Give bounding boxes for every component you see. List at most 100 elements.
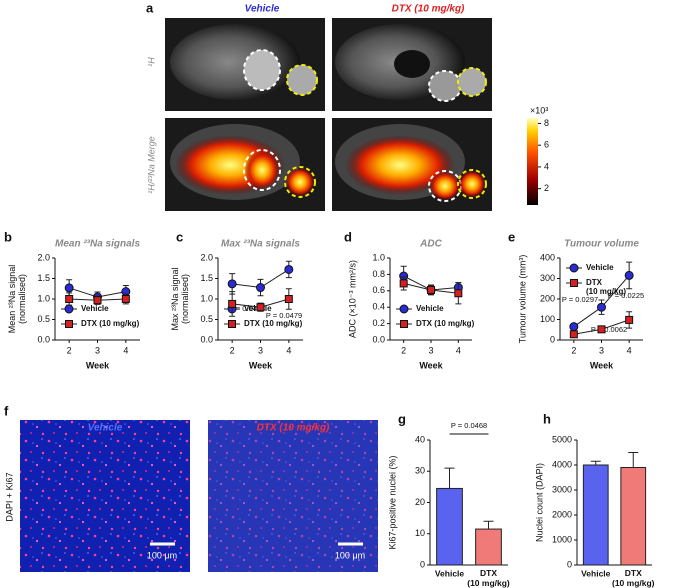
legend-label: Vehicle xyxy=(586,263,614,272)
data-point xyxy=(64,283,74,293)
legend-marker xyxy=(65,320,73,328)
y-tick-label: 200 xyxy=(540,293,555,303)
legend-label: Vehicle xyxy=(81,304,109,313)
chart-title: Tumour volume xyxy=(564,239,639,250)
y-tick-label: 40 xyxy=(415,434,425,444)
legend-marker xyxy=(64,304,74,314)
y-tick-label: 0 xyxy=(550,334,555,344)
image-title: Vehicle xyxy=(88,423,123,434)
y-tick-label: 2.0 xyxy=(200,252,213,262)
data-point xyxy=(625,315,634,324)
x-tick-label: 3 xyxy=(599,345,604,355)
chart-title: Mean ²³Na signals xyxy=(55,239,140,250)
y-tick-label: 0.0 xyxy=(200,334,213,344)
legend-label: DTX (10 mg/kg) xyxy=(416,319,475,328)
y-tick-label: 2.0 xyxy=(37,252,50,262)
y-tick-label: 10 xyxy=(415,528,425,538)
colorbar-tick-label: 2 xyxy=(544,183,549,193)
y-tick-label: 0.5 xyxy=(200,314,213,324)
y-tick-label: 300 xyxy=(540,273,555,283)
y-tick-label: 1.5 xyxy=(200,273,213,283)
data-point xyxy=(624,270,634,280)
y-tick-label: 5000 xyxy=(552,434,572,444)
annotation: P = 0.0225 xyxy=(608,291,644,300)
x-tick-label: 3 xyxy=(258,345,263,355)
data-point xyxy=(227,279,237,289)
data-point xyxy=(228,299,237,308)
y-axis-label: Nuclei count (DAPI) xyxy=(534,463,544,542)
y-tick-label: 2000 xyxy=(552,509,572,519)
panel-label: g xyxy=(398,411,406,426)
error-bar xyxy=(483,520,494,530)
y-tick-label: 1000 xyxy=(552,534,572,544)
chart-title: Max ²³Na signals xyxy=(221,239,300,250)
y-tick-label: 0.8 xyxy=(372,269,385,279)
data-point xyxy=(284,264,294,274)
data-point xyxy=(427,285,435,294)
legend-label: Vehicle xyxy=(416,304,444,313)
image-title: DTX (10 mg/kg) xyxy=(257,423,330,434)
x-tick-label: 4 xyxy=(123,345,128,355)
error-bar xyxy=(628,452,639,468)
row-label: ¹H xyxy=(146,57,156,67)
annotation: P = 0.0297 xyxy=(562,295,598,304)
annotation: P = 0.0443 xyxy=(229,304,265,313)
data-point xyxy=(569,330,578,339)
legend-marker xyxy=(400,320,408,328)
y-axis-label: Max ²³Na signal(normalised) xyxy=(170,267,190,330)
x-axis-label: Week xyxy=(590,360,614,370)
y-tick-label: 0.5 xyxy=(37,314,50,324)
x-tick-label: 3 xyxy=(95,345,100,355)
data-point xyxy=(93,296,102,305)
y-tick-label: 0.0 xyxy=(37,334,50,344)
data-point xyxy=(399,279,408,288)
y-axis-label: Mean ²³Na signal(normalised) xyxy=(7,265,27,334)
y-tick-label: 400 xyxy=(540,252,555,262)
colorbar-label: ×10³ xyxy=(530,105,548,115)
x-tick-label: 2 xyxy=(230,345,235,355)
x-tick-label: 2 xyxy=(571,345,576,355)
y-tick-label: 1.0 xyxy=(37,293,50,303)
y-tick-label: 0 xyxy=(420,559,425,569)
scale-bar-label: 100 μm xyxy=(147,550,177,560)
annotation: P = 0.0062 xyxy=(591,325,627,334)
x-tick-label: Vehicle xyxy=(581,568,611,578)
annotation: P = 0.0468 xyxy=(451,421,487,430)
x-tick-label: 4 xyxy=(627,345,632,355)
x-tick-label: DTX (10 mg/kg) xyxy=(612,568,655,588)
x-tick-label: 2 xyxy=(401,345,406,355)
error-bar xyxy=(444,467,455,489)
legend-label: DTX (10 mg/kg) xyxy=(244,319,303,328)
mri-images xyxy=(165,18,538,211)
x-tick-label: 4 xyxy=(286,345,291,355)
bar xyxy=(436,487,463,566)
colorbar-tick-label: 6 xyxy=(544,140,549,150)
data-point xyxy=(569,322,579,332)
y-tick-label: 100 xyxy=(540,314,555,324)
image-title: Vehicle xyxy=(245,4,280,15)
legend-marker xyxy=(570,279,578,287)
x-axis-label: Week xyxy=(86,360,110,370)
legend-marker xyxy=(399,304,409,314)
y-axis-label: ADC (×10⁻³ mm²/s) xyxy=(347,260,357,338)
y-tick-label: 0.2 xyxy=(372,318,385,328)
y-tick-label: 0.6 xyxy=(372,285,385,295)
y-tick-label: 1.0 xyxy=(200,293,213,303)
data-point xyxy=(256,303,265,312)
data-point xyxy=(256,283,265,293)
legend-marker xyxy=(228,320,236,328)
row-label: ¹H/²³Na Merge xyxy=(146,136,156,194)
y-tick-label: 20 xyxy=(415,497,425,507)
legend-marker xyxy=(569,263,579,273)
panel-label: h xyxy=(543,411,551,426)
panel-label: f xyxy=(4,403,9,418)
data-point xyxy=(454,289,463,298)
microscopy-images xyxy=(20,420,378,572)
y-tick-label: 1.0 xyxy=(372,252,385,262)
data-point xyxy=(121,295,130,303)
y-tick-label: 30 xyxy=(415,466,425,476)
x-tick-label: 2 xyxy=(67,345,72,355)
colorbar-tick-label: 8 xyxy=(544,118,549,128)
annotation: P = 0.0479 xyxy=(266,311,302,320)
